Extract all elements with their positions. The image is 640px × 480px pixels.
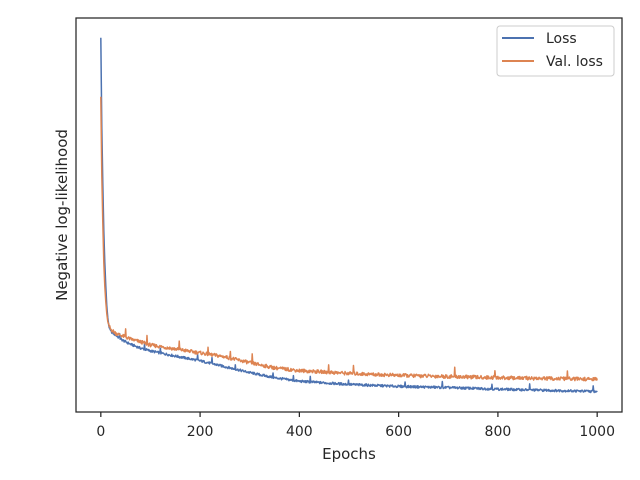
x-tick-label: 200 — [187, 424, 214, 440]
x-tick-label: 0 — [96, 424, 105, 440]
val-loss-line — [100, 96, 598, 382]
y-axis-label: Negative log-likelihood — [53, 129, 71, 301]
series-layer — [100, 37, 598, 394]
plot-area — [75, 17, 623, 413]
axes-frame — [75, 17, 623, 413]
x-tick-label: 400 — [286, 424, 313, 440]
x-tick-label: 600 — [385, 424, 412, 440]
x-axis-ticks: 0 200 400 600 800 1000 — [96, 412, 615, 440]
x-axis-label: Epochs — [322, 445, 376, 463]
legend-label-loss: Loss — [546, 31, 577, 47]
legend-label-val-loss: Val. loss — [546, 54, 603, 70]
x-tick-label: 1000 — [579, 424, 615, 440]
legend: Loss Val. loss — [496, 25, 615, 77]
loss-line — [100, 37, 598, 394]
x-tick-label: 800 — [485, 424, 512, 440]
